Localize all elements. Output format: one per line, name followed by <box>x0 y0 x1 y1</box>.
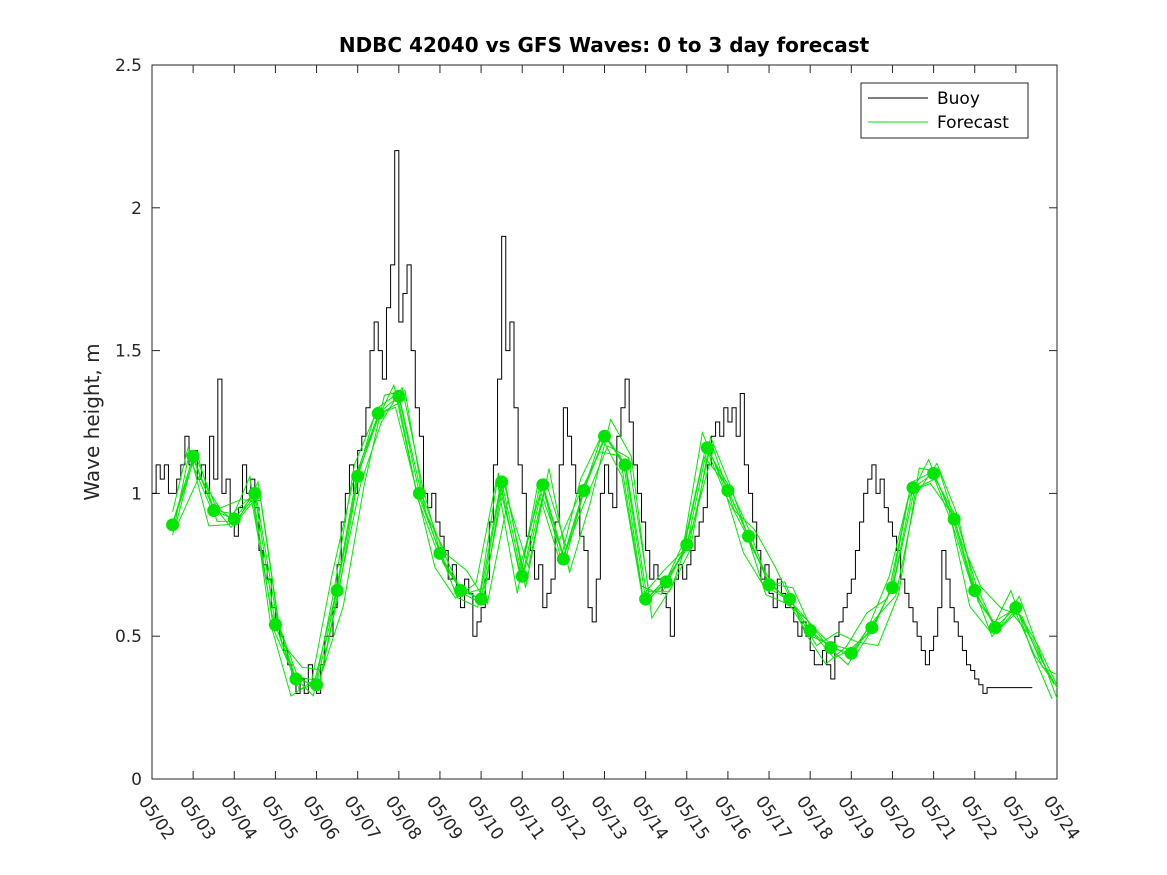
forecast-marker <box>741 529 755 543</box>
y-tick-label: 0.5 <box>115 627 142 647</box>
forecast-marker <box>988 621 1002 635</box>
forecast-marker <box>803 623 817 637</box>
buoy-line <box>152 150 1033 694</box>
forecast-marker <box>927 466 941 480</box>
forecast-marker <box>762 578 776 592</box>
forecast-marker <box>844 646 858 660</box>
forecast-marker <box>783 592 797 606</box>
forecast-marker <box>556 552 570 566</box>
forecast-marker <box>824 641 838 655</box>
forecast-marker <box>906 481 920 495</box>
forecast-marker <box>351 469 365 483</box>
forecast-marker <box>680 538 694 552</box>
forecast-marker <box>721 484 735 498</box>
chart-title: NDBC 42040 vs GFS Waves: 0 to 3 day fore… <box>339 33 870 57</box>
forecast-line <box>172 393 1056 685</box>
forecast-marker <box>268 618 282 632</box>
legend-box <box>860 82 1029 139</box>
plot-frame <box>151 64 1058 780</box>
forecast-marker <box>454 584 468 598</box>
forecast-marker <box>392 389 406 403</box>
forecast-marker <box>536 478 550 492</box>
forecast-marker <box>515 569 529 583</box>
forecast-marker <box>885 581 899 595</box>
forecast-marker <box>474 592 488 606</box>
forecast-marker <box>865 621 879 635</box>
legend-forecast-label: Forecast <box>937 113 1009 133</box>
forecast-marker <box>186 449 200 463</box>
y-axis-label: Wave height, m <box>80 343 104 500</box>
forecast-marker <box>330 584 344 598</box>
forecast-marker <box>700 441 714 455</box>
forecast-marker <box>618 458 632 472</box>
y-axis-ticks: 0 0.5 1 1.5 2 2.5 <box>115 56 1057 790</box>
forecast-marker <box>166 518 180 532</box>
y-tick-label: 1 <box>131 484 142 504</box>
legend-buoy-label: Buoy <box>937 89 980 109</box>
series-layer <box>152 150 1058 700</box>
forecast-marker <box>947 512 961 526</box>
forecast-marker <box>577 484 591 498</box>
forecast-marker <box>227 512 241 526</box>
y-tick-label: 2 <box>131 199 142 219</box>
plot-area <box>151 64 1058 780</box>
forecast-marker <box>289 672 303 686</box>
forecast-marker <box>371 406 385 420</box>
forecast-marker <box>968 584 982 598</box>
forecast-marker <box>207 504 221 518</box>
forecast-marker <box>310 678 324 692</box>
y-tick-label: 1.5 <box>115 342 142 362</box>
forecast-marker <box>412 486 426 500</box>
forecast-marker <box>639 592 653 606</box>
forecast-marker <box>659 575 673 589</box>
forecast-marker <box>248 486 262 500</box>
forecast-marker <box>1009 601 1023 615</box>
y-tick-label: 2.5 <box>115 56 142 76</box>
legend: Buoy Forecast <box>860 82 1029 139</box>
forecast-marker <box>433 546 447 560</box>
forecast-marker <box>598 429 611 443</box>
forecast-marker <box>495 475 509 489</box>
y-tick-label: 0 <box>131 770 142 790</box>
forecast-line <box>173 401 1058 691</box>
